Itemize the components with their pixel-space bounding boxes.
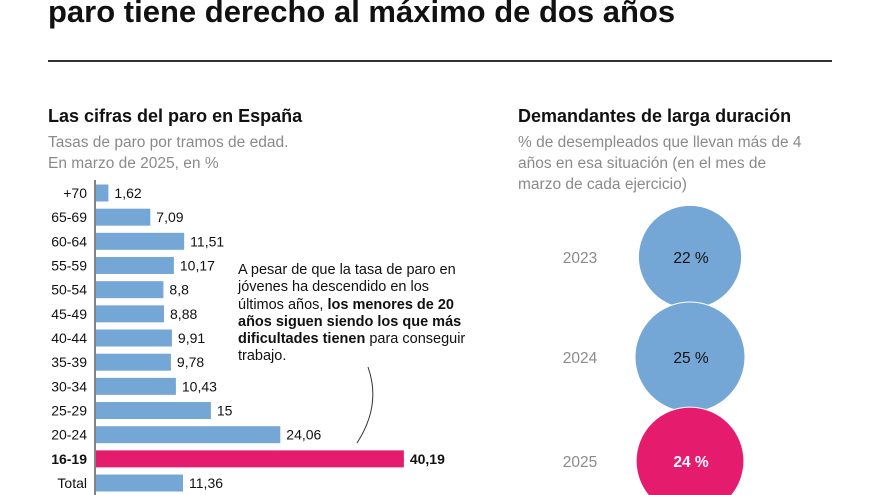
- value-label: 40,19: [410, 451, 445, 467]
- bar-35-39: [96, 353, 171, 371]
- year-label: 2024: [563, 350, 598, 367]
- value-label: 1,62: [114, 185, 141, 201]
- divider: [48, 60, 832, 62]
- left-chart-title: Las cifras del paro en España: [48, 106, 303, 126]
- value-label: 11,36: [189, 475, 223, 491]
- annotation: A pesar de que la tasa de paro en jóvene…: [238, 262, 468, 366]
- category-label: 30-34: [51, 378, 87, 394]
- category-label: 40-44: [51, 330, 87, 346]
- bar-+70: [96, 184, 109, 202]
- year-label: 2023: [563, 250, 597, 267]
- right-chart-subtitle: % de desempleados que llevan más de 4 añ…: [518, 132, 802, 195]
- bar-30-34: [96, 377, 176, 395]
- bar-Total: [96, 474, 184, 492]
- category-label: 65-69: [51, 209, 87, 225]
- bubble-label: 24 %: [673, 454, 709, 471]
- subtitle-line: marzo de cada ejercicio): [518, 176, 687, 193]
- bar-20-24: [96, 426, 281, 444]
- category-label: 16-19: [51, 451, 87, 467]
- value-label: 11,51: [190, 233, 224, 249]
- category-label: +70: [63, 185, 87, 201]
- annotation-text: para conseguir trabajo.: [238, 331, 466, 365]
- category-label: 55-59: [51, 258, 87, 274]
- category-label: 35-39: [51, 354, 87, 370]
- category-label: 45-49: [51, 306, 87, 322]
- category-label: 50-54: [51, 282, 87, 298]
- bubble-label: 25 %: [673, 350, 709, 367]
- headline: paro tiene derecho al máximo de dos años: [48, 0, 676, 29]
- category-label: 60-64: [51, 233, 87, 249]
- subtitle-line: En marzo de 2025, en %: [48, 155, 219, 172]
- value-label: 8,88: [170, 306, 197, 322]
- value-label: 10,43: [182, 378, 217, 394]
- annotation-leader: [356, 366, 374, 444]
- right-chart-title: Demandantes de larga duración: [518, 106, 792, 126]
- bubble-2025: [635, 406, 745, 495]
- bar-40-44: [96, 329, 172, 347]
- value-label: 7,09: [156, 209, 183, 225]
- left-chart-subtitle: Tasas de paro por tramos de edad. En mar…: [48, 132, 288, 174]
- value-label: 9,91: [178, 330, 205, 346]
- category-label: Total: [57, 475, 87, 491]
- bar-55-59: [96, 257, 174, 275]
- category-label: 20-24: [51, 427, 87, 443]
- value-label: 9,78: [177, 354, 204, 370]
- annotation-text: A pesar de que la tasa de paro en jóvene…: [238, 262, 456, 313]
- bar-50-54: [96, 281, 164, 299]
- subtitle-line: años en esa situación (en el mes de: [518, 155, 767, 172]
- category-label: 25-29: [51, 403, 87, 419]
- subtitle-line: Tasas de paro por tramos de edad.: [48, 134, 289, 151]
- bar-60-64: [96, 232, 185, 250]
- bar-45-49: [96, 305, 165, 323]
- bubble-label: 22 %: [673, 250, 709, 267]
- bar-65-69: [96, 208, 151, 226]
- value-label: 8,8: [169, 282, 189, 298]
- value-label: 10,17: [180, 258, 215, 274]
- year-label: 2025: [563, 454, 597, 471]
- value-label: 15: [217, 403, 233, 419]
- bar-25-29: [96, 402, 211, 420]
- bar-16-19: [96, 450, 404, 468]
- annotation-bold: los menores de 20 años siguen siendo los…: [238, 296, 462, 348]
- value-label: 24,06: [286, 427, 321, 443]
- subtitle-line: % de desempleados que llevan más de 4: [518, 134, 802, 151]
